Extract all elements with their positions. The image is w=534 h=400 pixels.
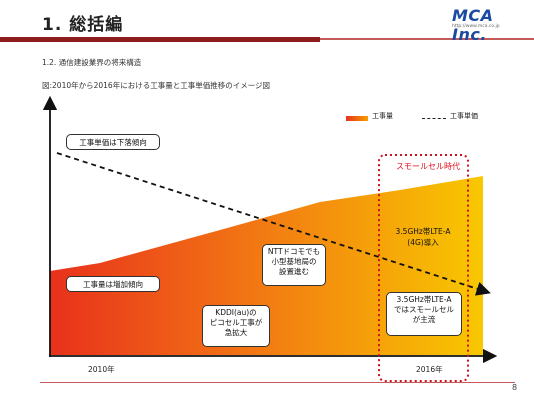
volume-trend-text: 工事量は増加傾向 [83, 280, 143, 289]
legend-volume-swatch [346, 116, 368, 121]
kddi-line-2: ピコセル工事が [209, 318, 263, 327]
lte-main-line-3: が主流 [412, 315, 436, 324]
ntt-docomo-callout: NTTドコモでも 小型基地局の 設置進む [262, 244, 326, 286]
legend-price-line [422, 118, 446, 119]
logo-text: MCA Inc. [452, 6, 494, 44]
kddi-callout: KDDI(au)の ピコセル工事が 急拡大 [202, 305, 270, 347]
title-rule-thin [320, 38, 534, 40]
company-logo: MCA Inc. [452, 6, 534, 44]
volume-trend-callout: 工事量は増加傾向 [66, 276, 160, 292]
lte-main-line-1: 3.5GHz帯LTE-A [396, 295, 452, 304]
lte-intro-line-1: 3.5GHz帯LTE-A [395, 227, 451, 236]
footer-rule [40, 382, 515, 383]
unit-price-trend-line [56, 152, 491, 296]
lte-intro-line-2: (4G)導入 [407, 238, 439, 247]
ntt-line-2: 小型基地局の [271, 257, 317, 266]
slide-title: 1. 総括編 [42, 15, 124, 35]
legend-price-label: 工事単価 [450, 112, 478, 120]
kddi-line-3: 急拡大 [224, 328, 248, 337]
lte-introduction-note: 3.5GHz帯LTE-A (4G)導入 [383, 226, 463, 248]
x-axis-label-start: 2010年 [88, 365, 115, 374]
ntt-line-3: 設置進む [279, 267, 309, 276]
small-cell-era-label: スモールセル時代 [396, 162, 460, 171]
page-number: 8 [512, 383, 518, 392]
ntt-line-1: NTTドコモでも [267, 247, 321, 256]
x-axis-label-end: 2016年 [416, 365, 443, 374]
lte-main-line-2: ではスモールセル [394, 305, 454, 314]
kddi-line-1: KDDI(au)の [215, 308, 257, 317]
lte-mainstream-callout: 3.5GHz帯LTE-A ではスモールセル が主流 [386, 292, 462, 336]
figure-caption: 図:2010年から2016年における工事量と工事単価推移のイメージ図 [42, 81, 271, 90]
price-trend-text: 工事単価は下落傾向 [79, 138, 147, 147]
section-label: 1.2. 通信建設業界の将来構造 [42, 58, 142, 67]
legend-volume-label: 工事量 [372, 112, 393, 120]
title-rule [0, 37, 320, 42]
price-trend-callout: 工事単価は下落傾向 [66, 134, 160, 150]
logo-url: http://www.mca.co.jp [452, 24, 500, 29]
